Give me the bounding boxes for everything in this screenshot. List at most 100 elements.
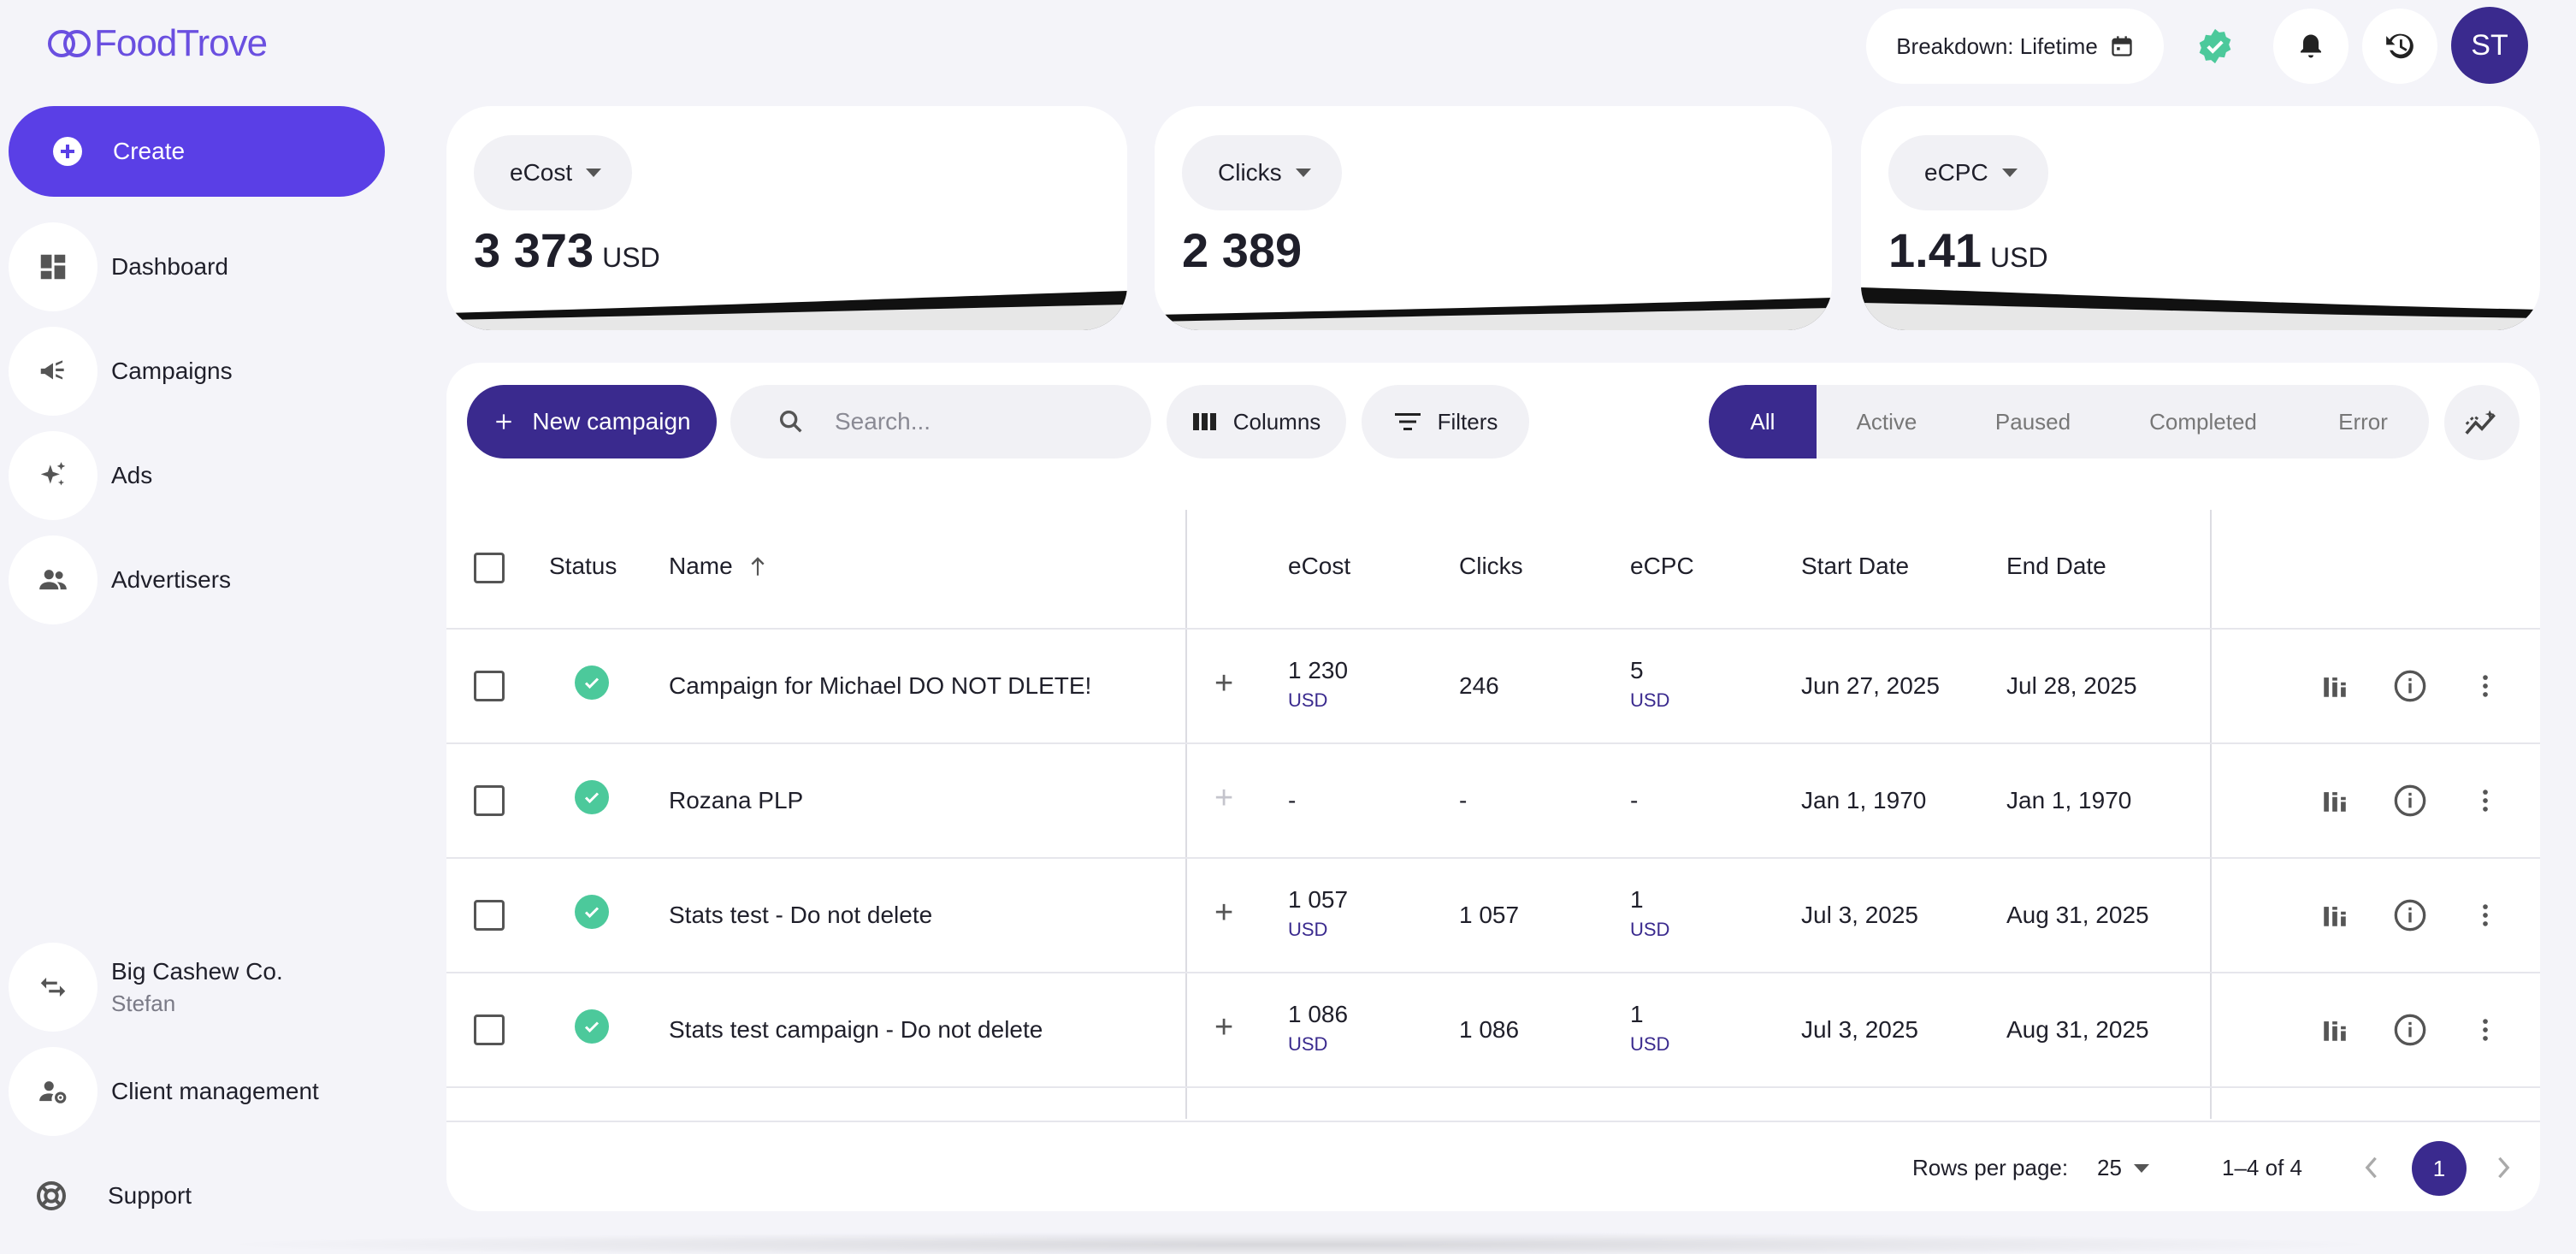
stats-icon[interactable] — [2314, 665, 2355, 707]
tab-paused[interactable]: Paused — [1994, 408, 2071, 435]
sidebar-item-dashboard[interactable]: Dashboard — [9, 222, 228, 311]
history-button[interactable] — [2362, 9, 2437, 84]
row-checkbox[interactable] — [474, 785, 505, 816]
ecost-unit: USD — [1288, 919, 1328, 940]
new-campaign-button[interactable]: New campaign — [467, 385, 717, 458]
metric-selector[interactable]: eCPC — [1888, 135, 2048, 210]
ecpc-cell: 1 USD — [1630, 886, 1669, 941]
filters-button[interactable]: Filters — [1362, 385, 1529, 458]
ecost-unit: USD — [1288, 689, 1328, 711]
metric-label: eCost — [510, 159, 573, 186]
expand-row-button[interactable]: + — [1214, 780, 1234, 816]
tab-all[interactable]: All — [1709, 385, 1817, 458]
search-input[interactable] — [835, 408, 1091, 435]
notifications-button[interactable] — [2273, 9, 2349, 84]
campaign-name[interactable]: Rozana PLP — [669, 787, 804, 813]
ecost-cell: 1 057 USD — [1288, 886, 1348, 941]
metric-number: 3 373 — [474, 223, 594, 277]
column-header-label: Name — [669, 553, 733, 579]
more-options-icon[interactable] — [2465, 780, 2506, 821]
sidebar-item-label: Advertisers — [111, 566, 232, 593]
history-icon — [2386, 33, 2414, 59]
breakdown-selector[interactable]: Breakdown: Lifetime — [1866, 9, 2164, 84]
caret-down-icon — [1295, 169, 1311, 177]
column-header-ecpc[interactable]: eCPC — [1630, 553, 1694, 579]
tab-active[interactable]: Active — [1856, 408, 1917, 435]
info-icon[interactable] — [2390, 1009, 2431, 1050]
column-header-clicks[interactable]: Clicks — [1459, 553, 1523, 579]
prev-page-icon[interactable] — [2362, 1155, 2383, 1180]
metric-trend-shape — [1155, 298, 1832, 330]
metric-selector[interactable]: eCost — [474, 135, 633, 210]
column-header-status[interactable]: Status — [549, 553, 617, 579]
plus-icon — [496, 414, 512, 429]
sidebar-item-client-management[interactable]: Client management — [9, 1047, 319, 1136]
more-options-icon[interactable] — [2465, 665, 2506, 707]
sidebar-item-ads[interactable]: Ads — [9, 431, 152, 520]
stats-icon[interactable] — [2314, 780, 2355, 821]
ecost-unit: USD — [1288, 1033, 1328, 1055]
avatar[interactable]: ST — [2451, 7, 2528, 84]
create-button-label: Create — [113, 138, 186, 164]
info-icon[interactable] — [2390, 895, 2431, 936]
row-checkbox[interactable] — [474, 900, 505, 931]
column-header-name[interactable]: Name — [669, 553, 769, 580]
create-button[interactable]: Create — [9, 106, 385, 197]
page-range: 1–4 of 4 — [2222, 1155, 2302, 1180]
table-bottom-border — [446, 1121, 2540, 1122]
metric-selector[interactable]: Clicks — [1182, 135, 1342, 210]
expand-row-button[interactable]: + — [1214, 1009, 1234, 1045]
calendar-icon — [2112, 36, 2132, 56]
sidebar-item-advertisers[interactable]: Advertisers — [9, 535, 231, 624]
more-options-icon[interactable] — [2465, 895, 2506, 936]
info-icon[interactable] — [2390, 665, 2431, 707]
columns-button[interactable]: Columns — [1167, 385, 1346, 458]
metric-label: eCPC — [1924, 159, 1988, 186]
more-options-icon[interactable] — [2465, 1009, 2506, 1050]
expand-row-button[interactable]: + — [1214, 665, 1234, 701]
row-checkbox[interactable] — [474, 671, 505, 701]
campaign-name[interactable]: Campaign for Michael DO NOT DLETE! — [669, 672, 1092, 699]
tab-completed[interactable]: Completed — [2149, 408, 2257, 435]
caret-down-icon — [586, 169, 602, 177]
next-page-icon[interactable] — [2496, 1155, 2516, 1180]
select-all-checkbox[interactable] — [474, 553, 505, 583]
sidebar-item-support[interactable]: Support — [34, 1151, 192, 1240]
start-date: Jul 3, 2025 — [1801, 902, 1918, 928]
actions-column-divider — [2210, 510, 2212, 1119]
status-tabs: All Active Paused Completed Error — [1709, 385, 2429, 458]
sidebar-item-campaigns[interactable]: Campaigns — [9, 327, 233, 416]
metric-number: 2 389 — [1182, 223, 1303, 277]
row-checkbox[interactable] — [474, 1014, 505, 1045]
end-date: Aug 31, 2025 — [2006, 1016, 2149, 1043]
sidebar-item-label: Ads — [111, 462, 153, 488]
page-button-current[interactable]: 1 — [2412, 1141, 2467, 1196]
analytics-toggle-button[interactable] — [2444, 385, 2520, 460]
start-date: Jul 3, 2025 — [1801, 1016, 1918, 1043]
row-divider — [446, 742, 2540, 744]
ecpc-value: 1 — [1630, 886, 1644, 913]
trend-chart-icon — [2465, 410, 2496, 435]
column-header-start-date[interactable]: Start Date — [1801, 553, 1910, 579]
rows-per-page-select[interactable]: 25 — [2097, 1155, 2149, 1181]
sidebar-item-label: Dashboard — [111, 253, 228, 280]
header-divider — [446, 628, 2540, 630]
info-icon[interactable] — [2390, 780, 2431, 821]
metric-number: 1.41 — [1888, 223, 1982, 277]
column-header-end-date[interactable]: End Date — [2006, 553, 2106, 579]
stats-icon[interactable] — [2314, 895, 2355, 936]
clicks-value: 246 — [1459, 672, 1499, 699]
bottom-shadow — [205, 1232, 2395, 1254]
campaign-name[interactable]: Stats test campaign - Do not delete — [669, 1016, 1043, 1043]
tab-error[interactable]: Error — [2338, 408, 2388, 435]
campaign-name[interactable]: Stats test - Do not delete — [669, 902, 933, 928]
metric-trend-shape — [1861, 287, 2540, 330]
column-header-ecost[interactable]: eCost — [1288, 553, 1351, 579]
account-switcher[interactable]: Big Cashew Co. Stefan — [9, 943, 283, 1032]
ecpc-cell: 5 USD — [1630, 657, 1669, 712]
stats-icon[interactable] — [2314, 1009, 2355, 1050]
app-logo[interactable]: FoodTrove — [46, 22, 268, 65]
sidebar-item-label: Support — [108, 1182, 192, 1209]
expand-row-button[interactable]: + — [1214, 895, 1234, 931]
columns-icon — [1192, 413, 1216, 430]
